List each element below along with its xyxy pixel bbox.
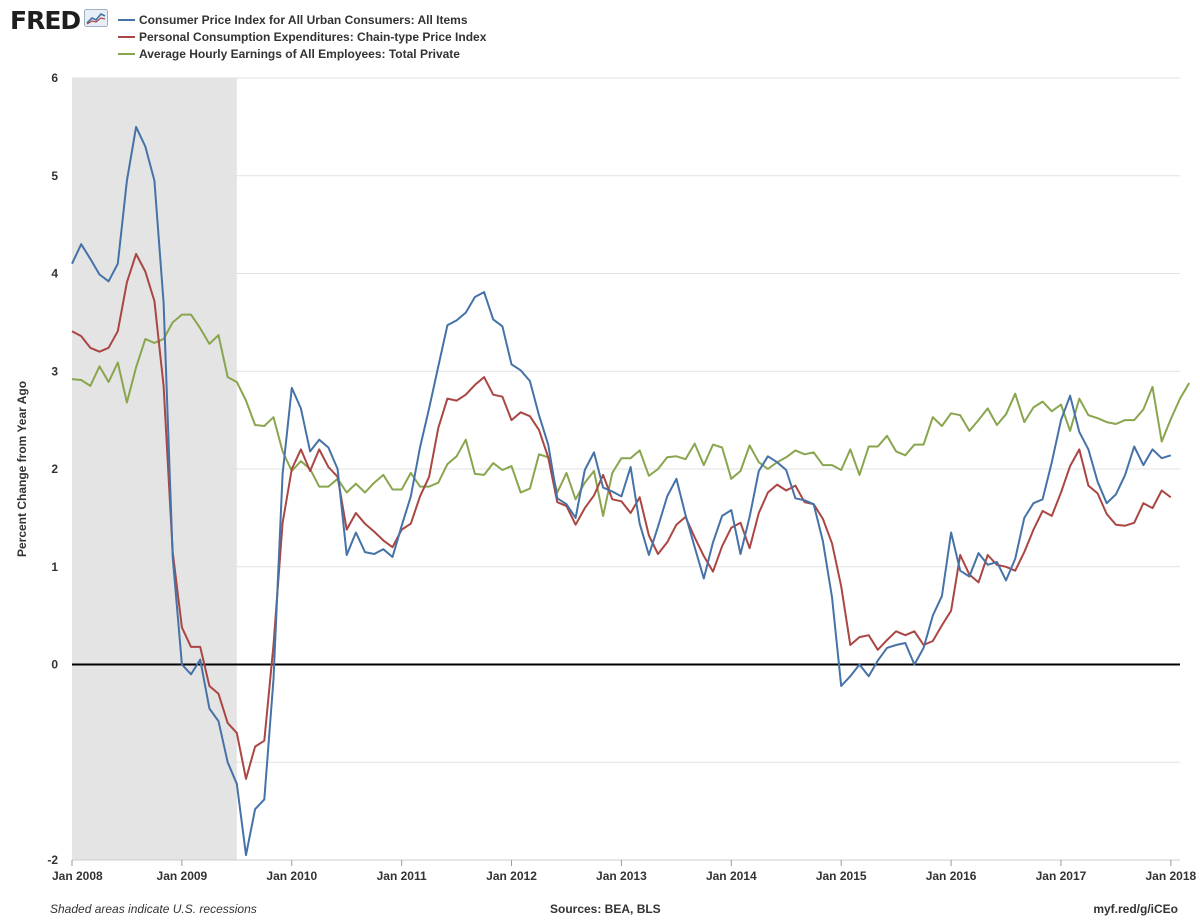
legend-item-cpi[interactable]: Consumer Price Index for All Urban Consu… <box>118 11 486 28</box>
x-tick-label: Jan 2010 <box>266 869 317 883</box>
y-tick-label: 3 <box>51 364 58 378</box>
y-axis-label: Percent Change from Year Ago <box>15 381 29 557</box>
legend-label-pce: Personal Consumption Expenditures: Chain… <box>139 29 487 44</box>
x-tick-label: Jan 2012 <box>486 869 537 883</box>
cpi-series-line <box>71 125 1172 857</box>
earnings-series-line <box>71 313 1191 517</box>
y-tick-label: 2 <box>51 462 58 476</box>
share-link[interactable]: myf.red/g/iCEo <box>1093 902 1178 916</box>
chart-header: FRED Consumer Price Index for All Urban … <box>0 0 1200 66</box>
legend-label-earnings: Average Hourly Earnings of All Employees… <box>139 46 460 61</box>
x-tick-label: Jan 2013 <box>596 869 647 883</box>
legend-swatch-earnings <box>118 52 135 55</box>
legend-item-earnings[interactable]: Average Hourly Earnings of All Employees… <box>118 45 486 62</box>
y-tick-label: 5 <box>51 169 58 183</box>
x-tick-label: Jan 2018 <box>1145 869 1196 883</box>
x-tick-label: Jan 2014 <box>706 869 757 883</box>
y-tick-label: 0 <box>51 658 58 672</box>
fred-logo[interactable]: FRED <box>10 6 109 35</box>
legend-swatch-pce <box>118 35 135 38</box>
y-tick-label: 1 <box>51 560 58 574</box>
x-tick-label: Jan 2015 <box>816 869 867 883</box>
fred-logo-text: FRED <box>10 6 81 35</box>
chart-trend-icon <box>84 9 109 32</box>
y-tick-label: -2 <box>47 853 58 867</box>
pce-series-line <box>71 252 1172 780</box>
legend-swatch-cpi <box>118 18 135 21</box>
recession-note: Shaded areas indicate U.S. recessions <box>50 902 257 916</box>
y-tick-label: 4 <box>51 267 58 281</box>
chart-legend: Consumer Price Index for All Urban Consu… <box>118 11 486 62</box>
x-tick-label: Jan 2009 <box>157 869 208 883</box>
x-tick-label: Jan 2017 <box>1036 869 1087 883</box>
line-chart: -2 0 1 2 3 4 5 6 Percent Change from Year Ago Jan… <box>15 71 1197 883</box>
chart-area: -2 0 1 2 3 4 5 6 Percent Change from Year Ago Jan… <box>0 66 1200 896</box>
legend-label-cpi: Consumer Price Index for All Urban Consu… <box>139 12 468 27</box>
chart-footer: Shaded areas indicate U.S. recessions So… <box>0 898 1200 920</box>
sources-text: Sources: BEA, BLS <box>550 902 661 916</box>
legend-item-pce[interactable]: Personal Consumption Expenditures: Chain… <box>118 28 486 45</box>
x-tick-label: Jan 2016 <box>926 869 977 883</box>
y-tick-label: 6 <box>51 71 58 85</box>
x-tick-label: Jan 2011 <box>377 869 427 883</box>
x-tick-label: Jan 2008 <box>52 869 103 883</box>
